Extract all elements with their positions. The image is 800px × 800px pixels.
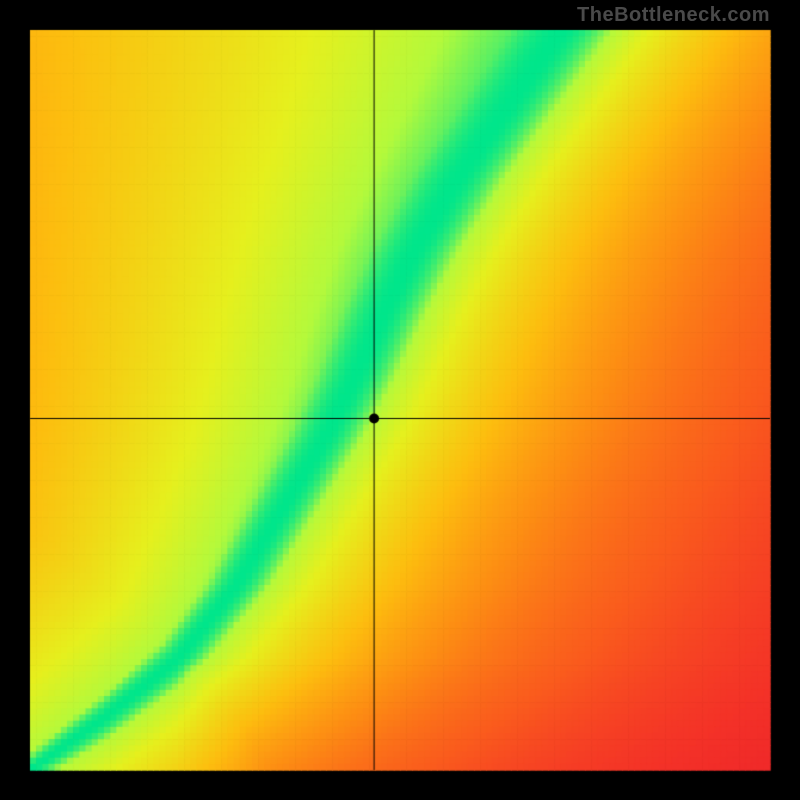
chart-container: TheBottleneck.com bbox=[0, 0, 800, 800]
watermark-text: TheBottleneck.com bbox=[577, 4, 770, 27]
crosshair-overlay bbox=[0, 0, 800, 800]
